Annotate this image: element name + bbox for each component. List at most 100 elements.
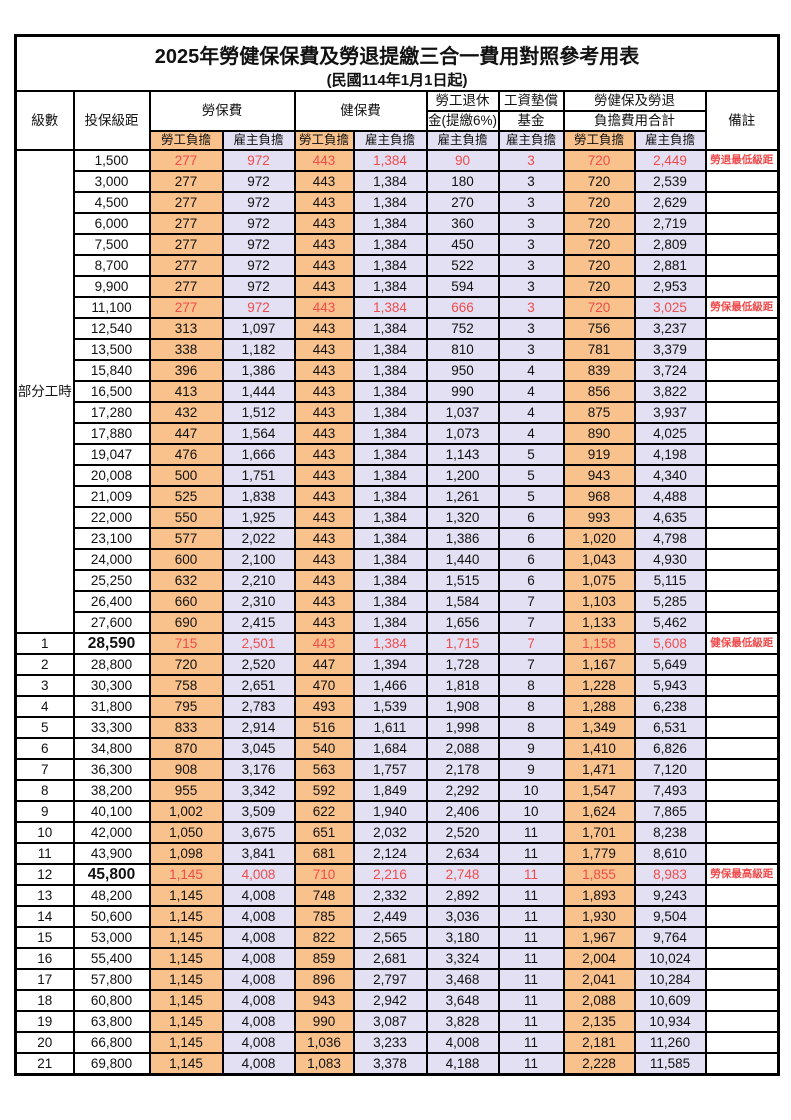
wage-fund-employer-cell: 4	[497, 359, 565, 382]
col-header-level: 級數	[14, 90, 75, 151]
level-cell: 20	[14, 1031, 75, 1054]
total-employee-cell: 720	[562, 212, 636, 235]
pension-employer-cell: 2,088	[425, 737, 500, 760]
insured-bracket-cell: 33,300	[72, 716, 151, 739]
subheader-health-ins-employer-share: 雇主負擔	[352, 130, 428, 151]
remark-cell	[704, 485, 780, 508]
labor-ins-employee-cell: 720	[148, 653, 224, 676]
labor-ins-employee-cell: 1,145	[148, 884, 224, 907]
level-cell: 4	[14, 695, 75, 718]
health-ins-employer-cell: 2,124	[352, 842, 428, 865]
labor-ins-employee-cell: 500	[148, 464, 224, 487]
total-employee-cell: 720	[562, 296, 636, 319]
pension-employer-cell: 360	[425, 212, 500, 235]
labor-ins-employer-cell: 4,008	[221, 1031, 296, 1054]
table-row: 20 66,800 1,145 4,008 1,036 3,233 4,008 11 2,181…	[14, 1031, 780, 1054]
pension-employer-cell: 1,998	[425, 716, 500, 739]
insured-bracket-cell: 55,400	[72, 947, 151, 970]
table-row: 6 34,800 870 3,045 540 1,684 2,088 9 1,410 6,826	[14, 737, 780, 760]
total-employer-cell: 3,237	[633, 317, 707, 340]
remark-cell	[704, 422, 780, 445]
table-row: 12,540 313 1,097 443 1,384 752 3 756 3,237	[16, 317, 780, 340]
labor-ins-employee-cell: 277	[148, 149, 224, 172]
insured-bracket-cell: 25,250	[72, 569, 151, 592]
remark-cell	[704, 401, 780, 424]
health-ins-employee-cell: 822	[293, 926, 355, 949]
wage-fund-employer-cell: 6	[497, 506, 565, 529]
level-cell: 6	[14, 737, 75, 760]
insured-bracket-cell: 24,000	[72, 548, 151, 571]
pension-employer-cell: 2,892	[425, 884, 500, 907]
remark-cell	[704, 716, 780, 739]
total-employee-cell: 2,181	[562, 1031, 636, 1054]
labor-ins-employee-cell: 955	[148, 779, 224, 802]
total-employee-cell: 720	[562, 233, 636, 256]
pension-employer-cell: 3,036	[425, 905, 500, 928]
remark-cell	[704, 800, 780, 823]
health-ins-employee-cell: 443	[293, 611, 355, 634]
health-ins-employer-cell: 1,394	[352, 653, 428, 676]
remark-cell	[704, 737, 780, 760]
health-ins-employee-cell: 443	[293, 233, 355, 256]
level-cell: 5	[14, 716, 75, 739]
level-cell: 2	[14, 653, 75, 676]
level-cell: 7	[14, 758, 75, 781]
remark-cell	[704, 674, 780, 697]
health-ins-employee-cell: 443	[293, 212, 355, 235]
health-ins-employee-cell: 748	[293, 884, 355, 907]
level-cell: 19	[14, 1010, 75, 1033]
health-ins-employer-cell: 1,384	[352, 527, 428, 550]
table-row: 15 53,000 1,145 4,008 822 2,565 3,180 11 1,967 9,…	[14, 926, 780, 949]
wage-fund-employer-cell: 6	[497, 548, 565, 571]
total-employee-cell: 2,228	[562, 1052, 636, 1076]
health-ins-employer-cell: 1,684	[352, 737, 428, 760]
table-row: 19,047 476 1,666 443 1,384 1,143 5 919 4,198	[16, 443, 780, 466]
labor-ins-employee-cell: 1,050	[148, 821, 224, 844]
health-ins-employee-cell: 710	[293, 863, 355, 886]
insured-bracket-cell: 50,600	[72, 905, 151, 928]
pension-employer-cell: 1,261	[425, 485, 500, 508]
pension-employer-cell: 270	[425, 191, 500, 214]
labor-ins-employer-cell: 4,008	[221, 1052, 296, 1076]
remark-cell	[704, 254, 780, 277]
remark-cell	[704, 947, 780, 970]
col-header-labor-insurance: 勞保費	[148, 90, 296, 132]
insured-bracket-cell: 12,540	[72, 317, 151, 340]
wage-fund-employer-cell: 3	[497, 317, 565, 340]
total-employer-cell: 4,798	[633, 527, 707, 550]
pension-employer-cell: 1,143	[425, 443, 500, 466]
remark-cell	[704, 443, 780, 466]
insured-bracket-cell: 27,600	[72, 611, 151, 634]
health-ins-employee-cell: 1,036	[293, 1031, 355, 1054]
remark-cell	[704, 611, 780, 634]
labor-ins-employer-cell: 4,008	[221, 947, 296, 970]
pension-employer-cell: 810	[425, 338, 500, 361]
wage-fund-employer-cell: 5	[497, 485, 565, 508]
insured-bracket-cell: 31,800	[72, 695, 151, 718]
health-ins-employee-cell: 785	[293, 905, 355, 928]
remark-cell	[704, 170, 780, 193]
pension-employer-cell: 990	[425, 380, 500, 403]
remark-cell	[704, 569, 780, 592]
labor-ins-employee-cell: 277	[148, 296, 224, 319]
insured-bracket-cell: 17,880	[72, 422, 151, 445]
total-employer-cell: 4,340	[633, 464, 707, 487]
table-row: 9,900 277 972 443 1,384 594 3 720 2,953	[16, 275, 780, 298]
total-employer-cell: 10,024	[633, 947, 707, 970]
pension-employer-cell: 2,292	[425, 779, 500, 802]
table-row: 23,100 577 2,022 443 1,384 1,386 6 1,020 4,798	[16, 527, 780, 550]
health-ins-employer-cell: 2,216	[352, 863, 428, 886]
insured-bracket-cell: 21,009	[72, 485, 151, 508]
total-employer-cell: 2,881	[633, 254, 707, 277]
wage-fund-employer-cell: 11	[497, 947, 565, 970]
total-employee-cell: 720	[562, 170, 636, 193]
pension-employer-cell: 950	[425, 359, 500, 382]
labor-ins-employer-cell: 1,564	[221, 422, 296, 445]
table-row: 19 63,800 1,145 4,008 990 3,087 3,828 11 2,135 10…	[14, 1010, 780, 1033]
insured-bracket-cell: 8,700	[72, 254, 151, 277]
remark-cell	[704, 380, 780, 403]
insured-bracket-cell: 13,500	[72, 338, 151, 361]
labor-ins-employee-cell: 550	[148, 506, 224, 529]
labor-ins-employee-cell: 1,145	[148, 968, 224, 991]
pension-employer-cell: 1,715	[425, 632, 500, 655]
